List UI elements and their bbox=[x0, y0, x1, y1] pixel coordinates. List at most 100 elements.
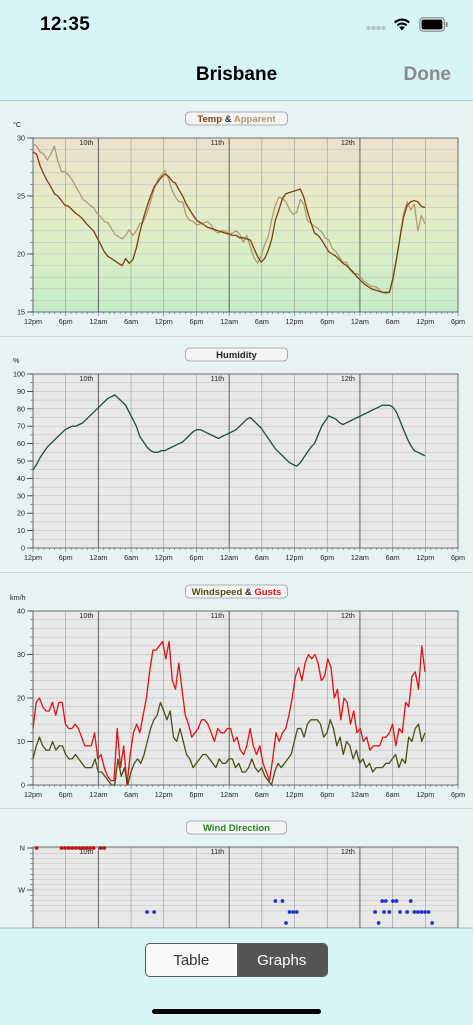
unit-label: % bbox=[13, 356, 20, 365]
direction-point bbox=[91, 846, 96, 850]
day-label: 10th bbox=[79, 847, 93, 856]
day-label: 12th bbox=[341, 138, 355, 147]
x-tick-label: 12am bbox=[89, 317, 107, 326]
day-label: 12th bbox=[341, 611, 355, 620]
series-line-windspeed bbox=[32, 701, 426, 786]
x-tick-label: 6am bbox=[124, 317, 138, 326]
chart-1: Humidity% 0 10 20 30 40 50 60 70 80 90 100 10th 11th 1… bbox=[0, 337, 473, 573]
x-tick-label: 6pm bbox=[189, 553, 203, 562]
direction-point bbox=[430, 921, 435, 925]
direction-point bbox=[398, 910, 402, 914]
y-tick-label: 90 bbox=[17, 387, 25, 396]
y-tick-label: 30 bbox=[17, 134, 25, 143]
navigation-bar: Brisbane Done bbox=[0, 52, 473, 101]
bottom-toolbar: Table Graphs bbox=[0, 928, 473, 1025]
direction-point bbox=[294, 910, 299, 914]
chart-title-pill bbox=[186, 820, 287, 835]
status-bar: 12:35 bbox=[0, 0, 473, 52]
y-tick-label: 20 bbox=[17, 694, 25, 703]
direction-point bbox=[102, 846, 107, 850]
x-tick-label: 12pm bbox=[24, 790, 42, 799]
plot-area bbox=[33, 138, 458, 312]
direction-point bbox=[423, 910, 427, 914]
day-label: 11th bbox=[211, 847, 224, 856]
direction-point bbox=[412, 910, 417, 914]
x-tick-label: 12pm bbox=[286, 317, 304, 326]
plot-frame bbox=[32, 373, 459, 549]
unit-label: °C bbox=[13, 120, 21, 129]
y-tick-label: 40 bbox=[17, 474, 25, 483]
day-label: 11th bbox=[211, 374, 224, 383]
direction-point bbox=[426, 910, 431, 914]
y-tick-label: 40 bbox=[17, 607, 25, 616]
series-line-temp bbox=[32, 151, 426, 293]
direction-point bbox=[284, 921, 288, 925]
x-tick-label: 12pm bbox=[155, 553, 173, 562]
x-tick-label: 12pm bbox=[24, 317, 42, 326]
x-tick-label: 6am bbox=[255, 553, 269, 562]
cellular-signal-icon bbox=[366, 25, 386, 31]
chart-title-pill bbox=[185, 347, 288, 362]
y-tick-label: 0 bbox=[21, 781, 25, 790]
x-tick-label: 6pm bbox=[320, 790, 334, 799]
tab-graphs[interactable]: Graphs bbox=[236, 944, 327, 976]
x-tick-label: 6pm bbox=[59, 553, 73, 562]
x-tick-label: 6pm bbox=[451, 790, 465, 799]
battery-icon bbox=[419, 17, 448, 32]
done-button[interactable]: Done bbox=[403, 64, 452, 85]
direction-point bbox=[391, 899, 395, 903]
direction-point bbox=[34, 846, 39, 850]
view-segmented-control[interactable]: Table Graphs bbox=[145, 943, 328, 977]
x-tick-label: 6am bbox=[124, 553, 138, 562]
direction-point bbox=[415, 910, 420, 914]
x-tick-label: 6pm bbox=[59, 317, 73, 326]
direction-point bbox=[88, 846, 92, 850]
x-tick-label: 6pm bbox=[59, 790, 73, 799]
y-tick-label: 30 bbox=[17, 491, 25, 500]
x-tick-label: 12am bbox=[220, 317, 238, 326]
direction-point bbox=[408, 899, 413, 903]
x-tick-label: 12pm bbox=[155, 790, 173, 799]
x-tick-label: 6am bbox=[255, 790, 269, 799]
direction-point bbox=[63, 846, 67, 850]
x-tick-label: 6am bbox=[124, 790, 138, 799]
direction-point bbox=[59, 846, 64, 850]
x-tick-label: 6am bbox=[386, 553, 400, 562]
x-tick-label: 12am bbox=[89, 553, 107, 562]
direction-point bbox=[382, 910, 386, 914]
x-tick-label: 12am bbox=[351, 790, 369, 799]
x-tick-label: 6pm bbox=[451, 317, 465, 326]
x-tick-label: 6am bbox=[386, 790, 400, 799]
plot-area bbox=[33, 847, 458, 928]
x-tick-label: 6pm bbox=[451, 553, 465, 562]
day-label: 12th bbox=[341, 847, 355, 856]
direction-point bbox=[280, 899, 285, 903]
plot-frame bbox=[32, 610, 459, 786]
chart-title-pill bbox=[185, 584, 288, 599]
y-tick-label: N bbox=[20, 844, 25, 853]
x-tick-label: 12am bbox=[220, 790, 238, 799]
x-tick-label: 6am bbox=[386, 317, 400, 326]
direction-point bbox=[387, 910, 392, 914]
x-tick-label: 12pm bbox=[24, 553, 42, 562]
x-tick-label: 6am bbox=[255, 317, 269, 326]
direction-point bbox=[405, 910, 410, 914]
chart-title: Windspeed & Gusts bbox=[192, 587, 282, 598]
direction-point bbox=[373, 910, 378, 914]
plot-frame bbox=[32, 137, 459, 313]
day-label: 11th bbox=[211, 138, 224, 147]
y-tick-label: 70 bbox=[17, 422, 25, 431]
chart-title: Humidity bbox=[216, 350, 257, 361]
tab-table[interactable]: Table bbox=[146, 944, 237, 976]
x-tick-label: 6pm bbox=[320, 553, 334, 562]
series-line-humidity bbox=[32, 394, 426, 471]
y-tick-label: 10 bbox=[17, 526, 25, 535]
direction-point bbox=[77, 846, 82, 850]
y-tick-label: 30 bbox=[17, 650, 25, 659]
direction-point bbox=[98, 846, 103, 850]
x-tick-label: 12pm bbox=[286, 790, 304, 799]
graphs-panel[interactable]: Temp & Apparent °C 15 20 25 30 10th 11th 12th 12p… bbox=[0, 101, 473, 928]
direction-point bbox=[152, 910, 157, 914]
x-tick-label: 12pm bbox=[416, 790, 434, 799]
x-tick-label: 12am bbox=[220, 553, 238, 562]
